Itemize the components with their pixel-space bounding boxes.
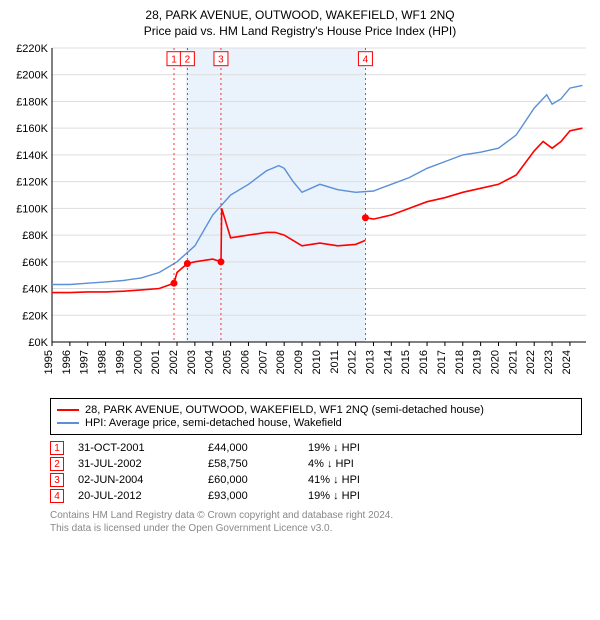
title-address: 28, PARK AVENUE, OUTWOOD, WAKEFIELD, WF1… (8, 8, 592, 22)
chart-area: £0K £20K £40K £60K £80K £100K £120K £140K £160K £… (8, 42, 592, 392)
svg-text:£40K: £40K (22, 284, 48, 296)
svg-text:2: 2 (185, 55, 191, 66)
svg-text:2021: 2021 (507, 350, 519, 374)
chart-container: 28, PARK AVENUE, OUTWOOD, WAKEFIELD, WF1… (0, 0, 600, 539)
legend-swatch (57, 409, 79, 411)
footer-line2: This data is licensed under the Open Gov… (50, 522, 582, 535)
svg-text:2022: 2022 (525, 350, 537, 374)
sales-row: 4 20-JUL-2012£93,00019% ↓ HPI (50, 489, 582, 503)
sales-date: 02-JUN-2004 (78, 474, 208, 486)
svg-text:2010: 2010 (311, 350, 323, 374)
svg-text:2005: 2005 (222, 350, 234, 374)
svg-text:£60K: £60K (22, 257, 48, 269)
title-subtitle: Price paid vs. HM Land Registry's House … (8, 24, 592, 38)
svg-text:1998: 1998 (97, 350, 109, 374)
svg-text:2001: 2001 (150, 350, 162, 374)
sales-delta: 19% ↓ HPI (308, 490, 388, 502)
svg-text:2002: 2002 (168, 350, 180, 374)
sales-date: 31-JUL-2002 (78, 458, 208, 470)
sales-row: 3 02-JUN-2004£60,00041% ↓ HPI (50, 473, 582, 487)
svg-text:2004: 2004 (204, 350, 216, 374)
svg-text:2018: 2018 (454, 350, 466, 374)
svg-text:2024: 2024 (561, 350, 573, 374)
sales-row: 1 31-OCT-2001£44,00019% ↓ HPI (50, 441, 582, 455)
svg-text:£220K: £220K (16, 43, 48, 55)
svg-text:£160K: £160K (16, 123, 48, 135)
sales-price: £44,000 (208, 442, 308, 454)
sales-table: 131-OCT-2001£44,00019% ↓ HPI231-JUL-2002… (50, 441, 582, 503)
sales-delta: 41% ↓ HPI (308, 474, 388, 486)
svg-text:4: 4 (363, 55, 369, 66)
legend-row: 28, PARK AVENUE, OUTWOOD, WAKEFIELD, WF1… (57, 404, 575, 416)
svg-text:2017: 2017 (436, 350, 448, 374)
svg-text:2009: 2009 (293, 350, 305, 374)
sales-marker: 4 (50, 489, 64, 503)
sales-price: £93,000 (208, 490, 308, 502)
sales-delta: 4% ↓ HPI (308, 458, 388, 470)
svg-text:2016: 2016 (418, 350, 430, 374)
svg-text:2007: 2007 (257, 350, 269, 374)
legend-label: HPI: Average price, semi-detached house,… (85, 417, 342, 429)
svg-text:1999: 1999 (114, 350, 126, 374)
svg-text:£0K: £0K (28, 337, 48, 349)
svg-text:1: 1 (171, 55, 177, 66)
svg-text:£20K: £20K (22, 310, 48, 322)
legend-row: HPI: Average price, semi-detached house,… (57, 417, 575, 429)
sales-marker: 3 (50, 473, 64, 487)
svg-text:2019: 2019 (472, 350, 484, 374)
svg-text:£100K: £100K (16, 203, 48, 215)
titles: 28, PARK AVENUE, OUTWOOD, WAKEFIELD, WF1… (8, 8, 592, 38)
sales-marker: 2 (50, 457, 64, 471)
svg-text:2011: 2011 (329, 350, 341, 374)
svg-text:2013: 2013 (364, 350, 376, 374)
sales-row: 2 31-JUL-2002£58,7504% ↓ HPI (50, 457, 582, 471)
svg-text:2003: 2003 (186, 350, 198, 374)
svg-text:3: 3 (218, 55, 224, 66)
legend-label: 28, PARK AVENUE, OUTWOOD, WAKEFIELD, WF1… (85, 404, 484, 416)
svg-text:1996: 1996 (61, 350, 73, 374)
svg-text:2006: 2006 (239, 350, 251, 374)
svg-text:2020: 2020 (489, 350, 501, 374)
sales-marker: 1 (50, 441, 64, 455)
footer-line1: Contains HM Land Registry data © Crown c… (50, 509, 582, 522)
svg-text:£80K: £80K (22, 230, 48, 242)
svg-text:2015: 2015 (400, 350, 412, 374)
sales-price: £58,750 (208, 458, 308, 470)
footer: Contains HM Land Registry data © Crown c… (50, 509, 582, 535)
sales-price: £60,000 (208, 474, 308, 486)
svg-text:£180K: £180K (16, 96, 48, 108)
legend: 28, PARK AVENUE, OUTWOOD, WAKEFIELD, WF1… (50, 398, 582, 435)
sales-delta: 19% ↓ HPI (308, 442, 388, 454)
chart-svg: £0K £20K £40K £60K £80K £100K £120K £140K £160K £… (8, 42, 592, 392)
sales-date: 20-JUL-2012 (78, 490, 208, 502)
svg-text:£120K: £120K (16, 177, 48, 189)
svg-text:1995: 1995 (43, 350, 55, 374)
svg-text:2008: 2008 (275, 350, 287, 374)
svg-text:2014: 2014 (382, 350, 394, 374)
sales-date: 31-OCT-2001 (78, 442, 208, 454)
svg-text:2023: 2023 (543, 350, 555, 374)
svg-text:2012: 2012 (347, 350, 359, 374)
svg-text:£200K: £200K (16, 70, 48, 82)
svg-text:£140K: £140K (16, 150, 48, 162)
svg-text:1997: 1997 (79, 350, 91, 374)
legend-swatch (57, 422, 79, 424)
svg-text:2000: 2000 (132, 350, 144, 374)
